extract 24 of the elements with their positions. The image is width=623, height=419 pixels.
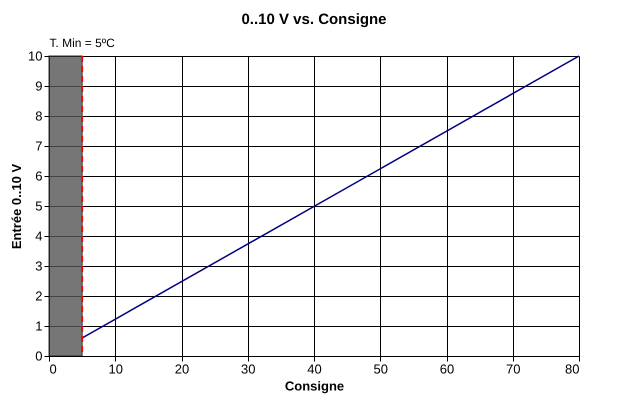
y-tick-label: 5 [35, 198, 42, 214]
x-tick-label: 40 [307, 362, 322, 376]
x-tick-label: 60 [440, 362, 454, 376]
y-tick-label: 8 [35, 108, 42, 124]
chart-title: 0..10 V vs. Consigne [241, 11, 387, 28]
y-tick-label: 4 [35, 228, 42, 244]
y-tick-label: 9 [35, 78, 42, 94]
y-tick-label: 7 [35, 138, 42, 154]
y-tick-label: 2 [35, 288, 42, 304]
x-tick-label: 30 [241, 362, 256, 376]
y-tick-label: 10 [28, 48, 42, 64]
y-tick-label: 3 [35, 258, 42, 274]
x-tick-label: 50 [374, 362, 388, 376]
y-axis-title: Entrée 0..10 V [9, 164, 24, 250]
x-tick-label: 70 [506, 362, 520, 376]
x-tick-label: 10 [108, 362, 123, 376]
y-tick-label: 6 [35, 168, 42, 184]
x-tick-label: 20 [174, 362, 190, 376]
x-axis-title: Consigne [284, 378, 344, 394]
x-tick-label: 80 [565, 362, 580, 376]
y-tick-label: 1 [35, 318, 42, 334]
y-tick-label: 0 [35, 348, 42, 364]
x-tick-label: 0 [50, 362, 57, 376]
ref-line-label: T. Min = 5ºC [49, 36, 116, 50]
